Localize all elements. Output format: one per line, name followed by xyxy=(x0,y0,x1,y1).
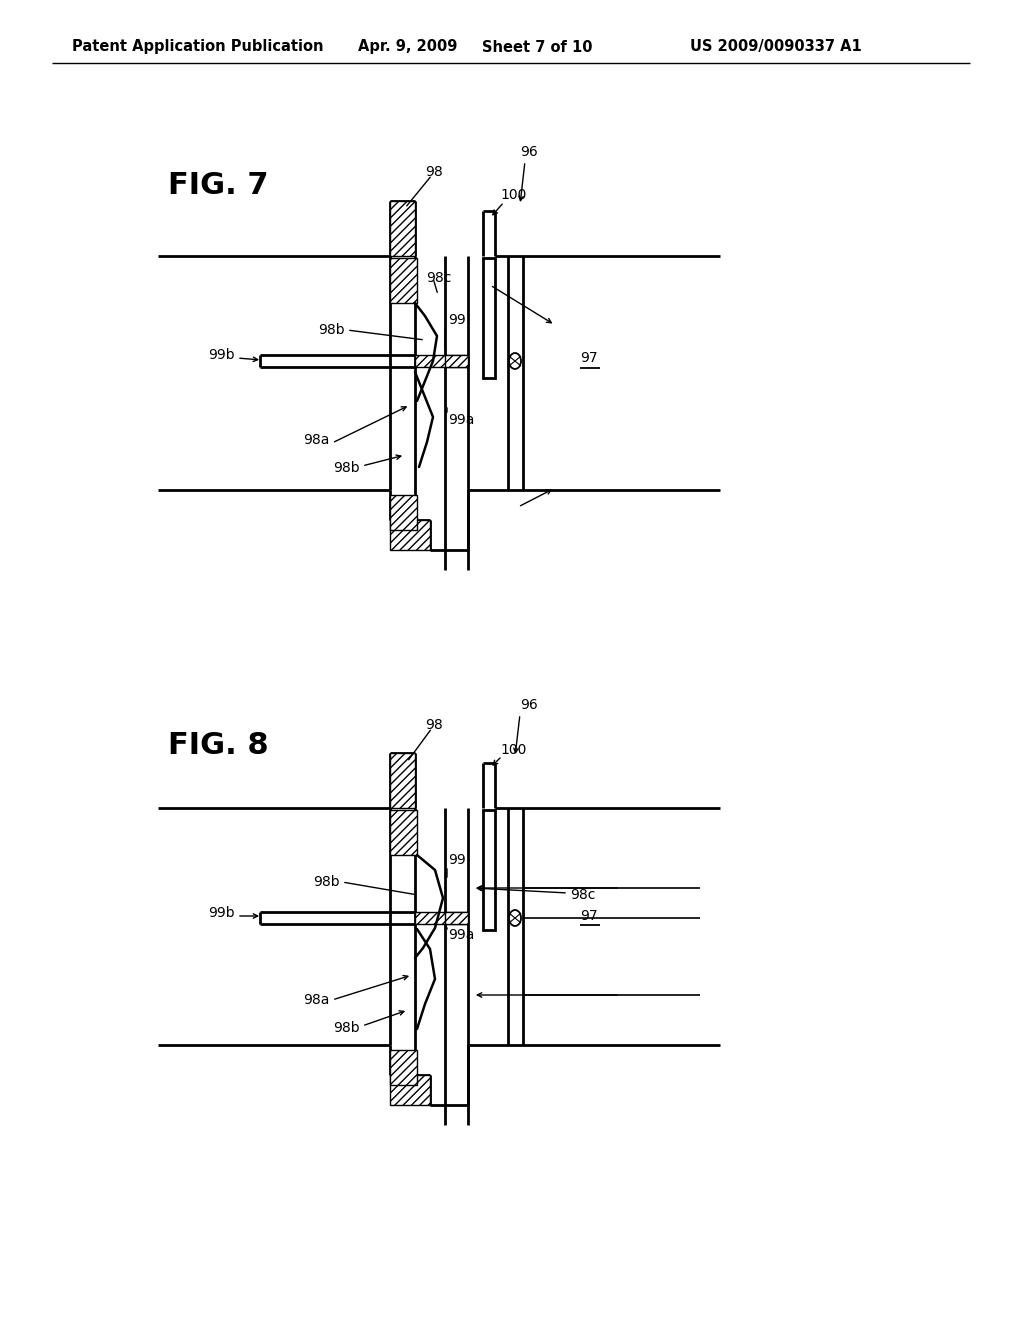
Ellipse shape xyxy=(509,352,521,370)
Text: US 2009/0090337 A1: US 2009/0090337 A1 xyxy=(690,40,862,54)
Text: FIG. 8: FIG. 8 xyxy=(168,730,268,759)
Bar xyxy=(390,257,417,304)
Text: 97: 97 xyxy=(580,351,598,366)
Text: 96: 96 xyxy=(520,698,538,711)
Text: 98: 98 xyxy=(425,165,442,180)
Bar xyxy=(390,520,430,550)
Text: 98: 98 xyxy=(425,718,442,733)
Bar xyxy=(415,355,468,367)
Text: 98a: 98a xyxy=(304,433,330,447)
Text: 99a: 99a xyxy=(449,413,474,426)
Bar xyxy=(483,810,495,931)
Text: 96: 96 xyxy=(520,145,538,158)
Text: 98a: 98a xyxy=(304,993,330,1007)
Text: 100: 100 xyxy=(500,743,526,756)
Text: 98b: 98b xyxy=(313,875,340,888)
Bar xyxy=(390,495,417,531)
Text: 100: 100 xyxy=(500,187,526,202)
Bar xyxy=(390,810,417,855)
Text: Apr. 9, 2009: Apr. 9, 2009 xyxy=(358,40,458,54)
Text: 98b: 98b xyxy=(334,1020,360,1035)
Bar xyxy=(483,257,495,378)
Text: 98b: 98b xyxy=(334,461,360,475)
Text: 99b: 99b xyxy=(208,906,234,920)
Text: 98b: 98b xyxy=(318,323,345,337)
Bar xyxy=(445,355,468,367)
Text: Patent Application Publication: Patent Application Publication xyxy=(72,40,324,54)
Bar xyxy=(415,912,468,924)
Text: 99: 99 xyxy=(449,313,466,327)
Bar xyxy=(390,1074,430,1105)
Text: 99: 99 xyxy=(449,853,466,867)
Text: 98c: 98c xyxy=(426,271,452,285)
Text: Sheet 7 of 10: Sheet 7 of 10 xyxy=(481,40,592,54)
Text: 99b: 99b xyxy=(208,348,234,362)
Bar xyxy=(445,912,468,924)
Bar xyxy=(390,752,415,808)
Ellipse shape xyxy=(509,909,521,927)
Text: 97: 97 xyxy=(580,909,598,923)
Text: 99a: 99a xyxy=(449,928,474,942)
Bar xyxy=(390,201,415,256)
Bar xyxy=(390,1049,417,1085)
Text: FIG. 7: FIG. 7 xyxy=(168,170,268,199)
Text: 98c: 98c xyxy=(570,888,595,902)
